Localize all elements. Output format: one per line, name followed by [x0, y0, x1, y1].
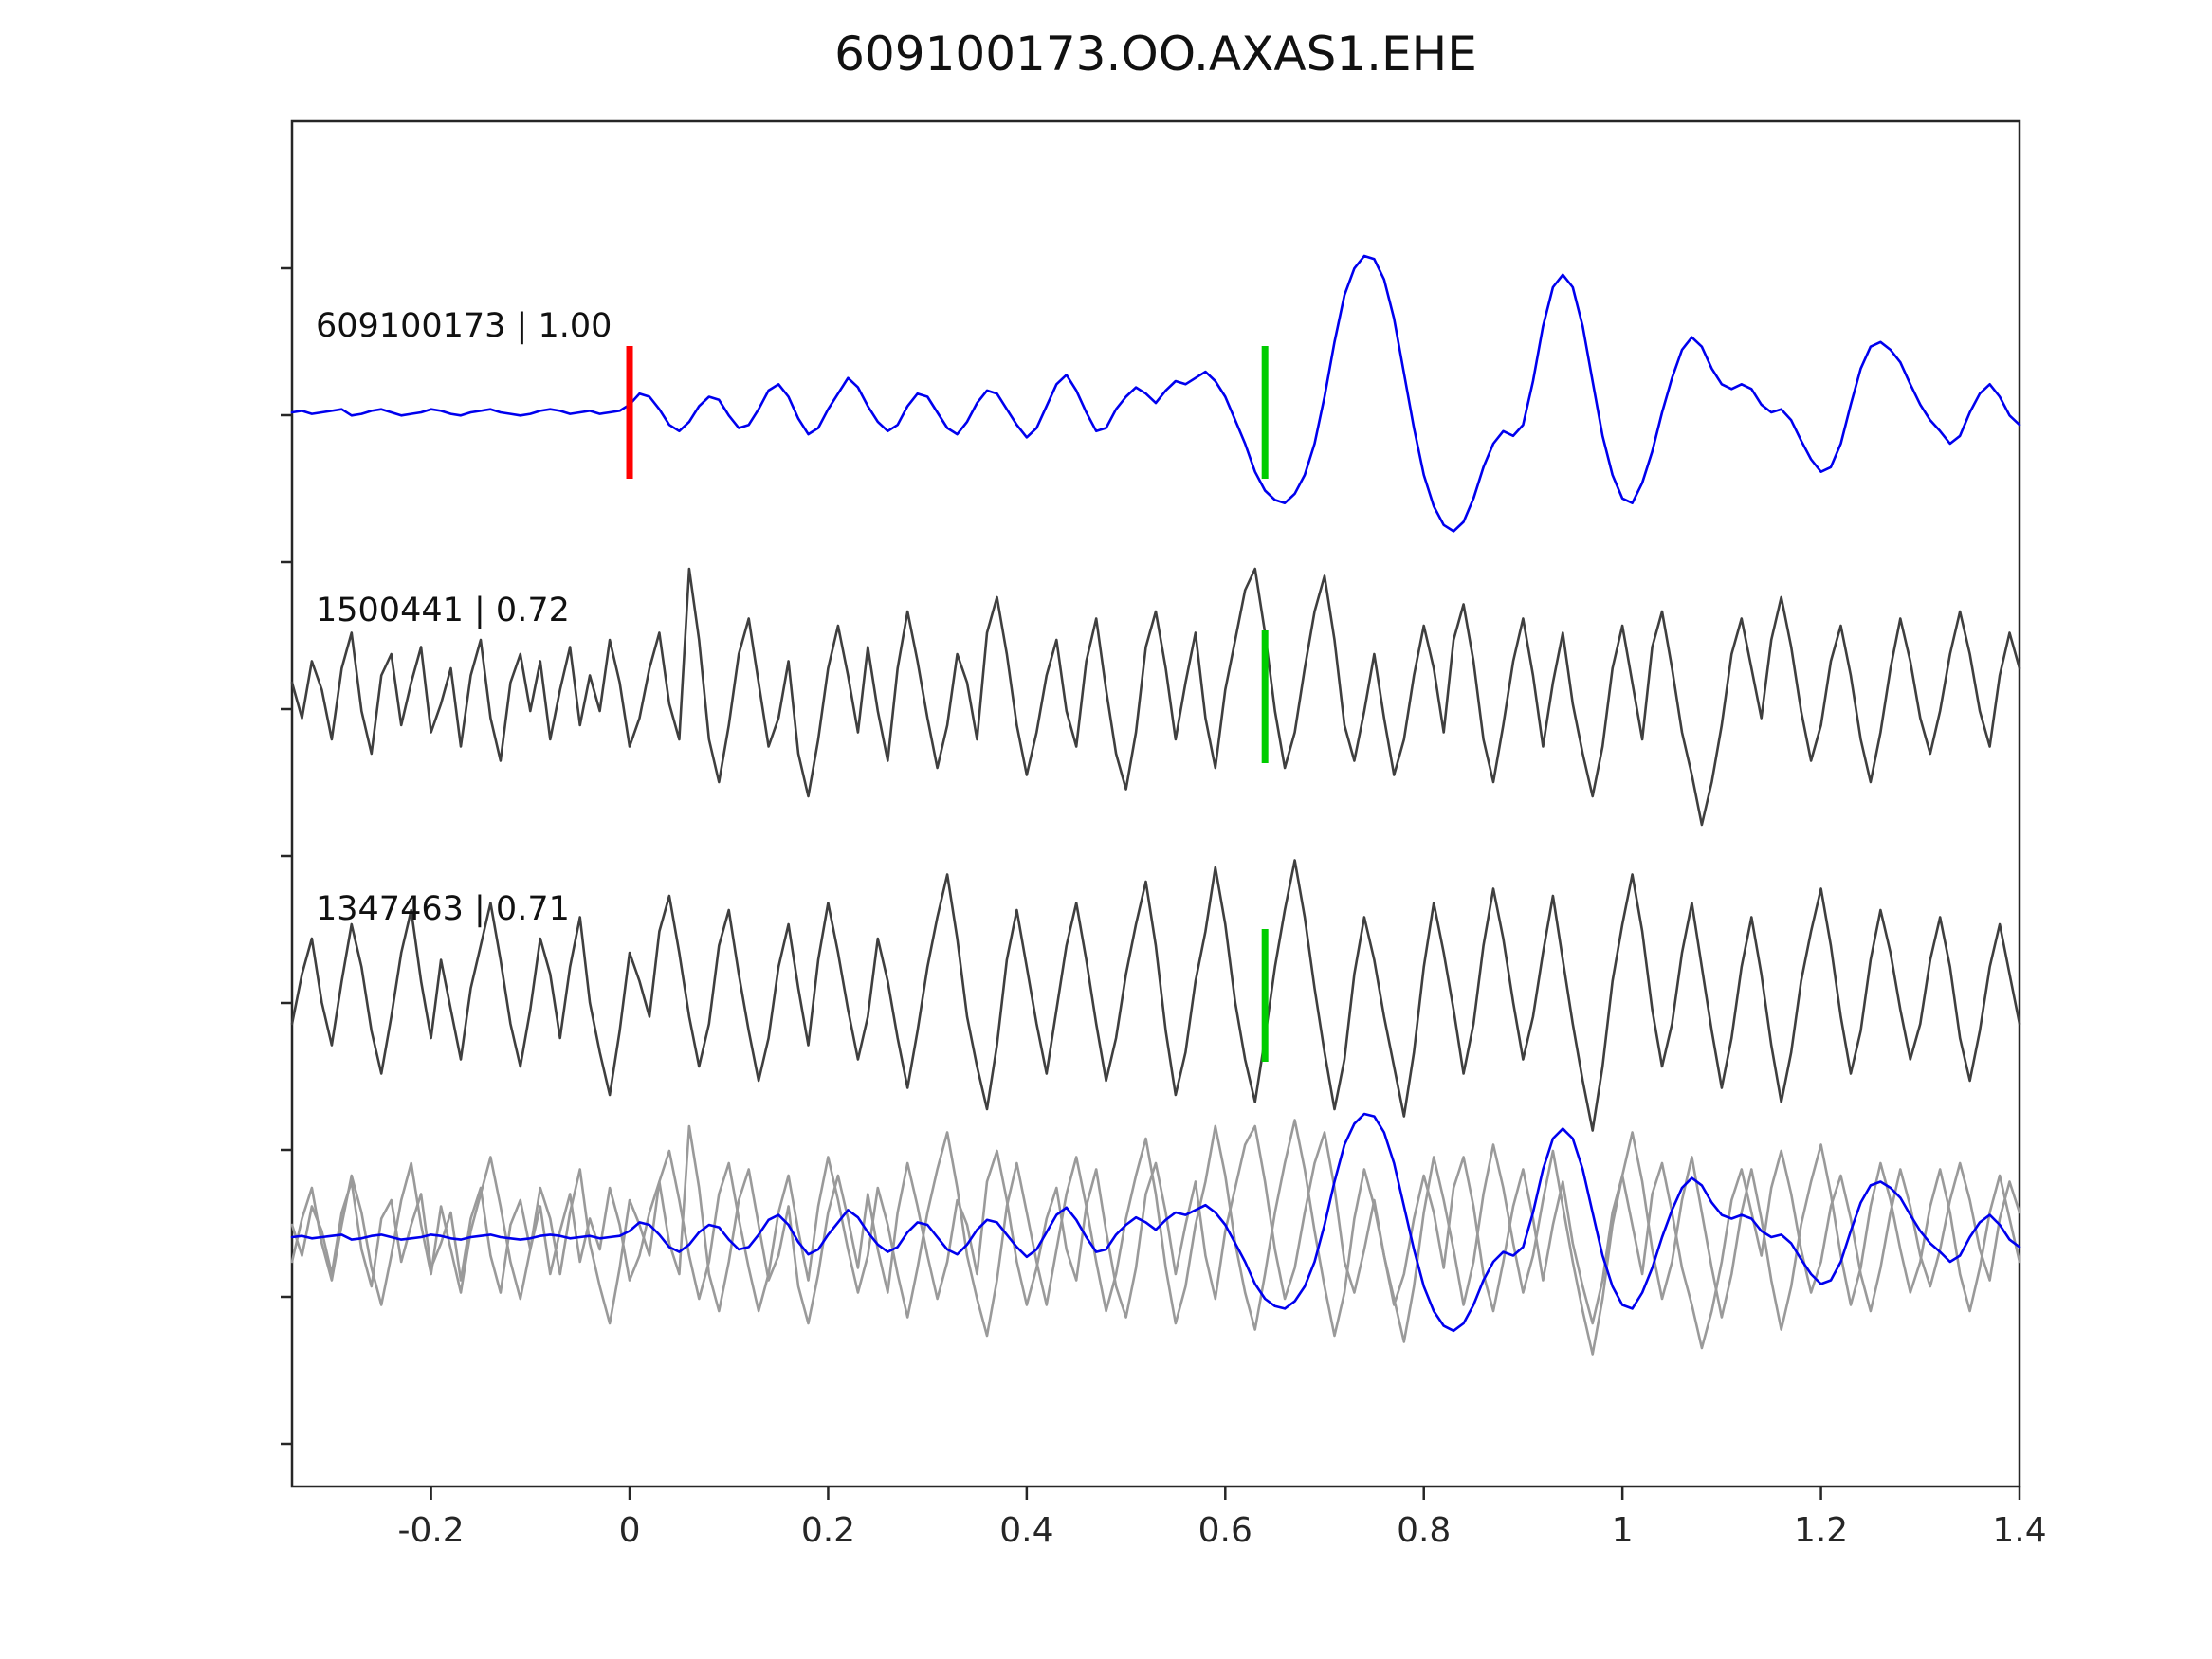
detection-trace [290, 567, 2021, 827]
x-tick-label: 0.8 [1397, 1511, 1451, 1550]
x-tick-label: 0.4 [999, 1511, 1053, 1550]
detection-trace [290, 859, 2021, 1132]
overlay-trace [290, 1119, 2021, 1356]
trace-label: 609100173 | 1.00 [316, 307, 612, 345]
x-tick-label: 1 [1612, 1511, 1634, 1550]
trace-label: 1347463 | 0.71 [316, 890, 570, 928]
figure-title: 609100173.OO.AXAS1.EHE [834, 27, 1477, 82]
axes-box [290, 119, 2021, 1488]
x-tick-label: 0.2 [801, 1511, 855, 1550]
x-tick-label: 0 [619, 1511, 641, 1550]
template-trace [290, 1112, 2021, 1333]
x-tick-label: -0.2 [397, 1511, 464, 1550]
x-tick-label: 1.2 [1794, 1511, 1848, 1550]
overlay-trace [290, 1124, 2021, 1350]
x-tick-label: 0.6 [1198, 1511, 1252, 1550]
template-trace [290, 254, 2021, 533]
trace-label: 1500441 | 0.72 [316, 592, 570, 629]
x-tick-label: 1.4 [1992, 1511, 2046, 1550]
